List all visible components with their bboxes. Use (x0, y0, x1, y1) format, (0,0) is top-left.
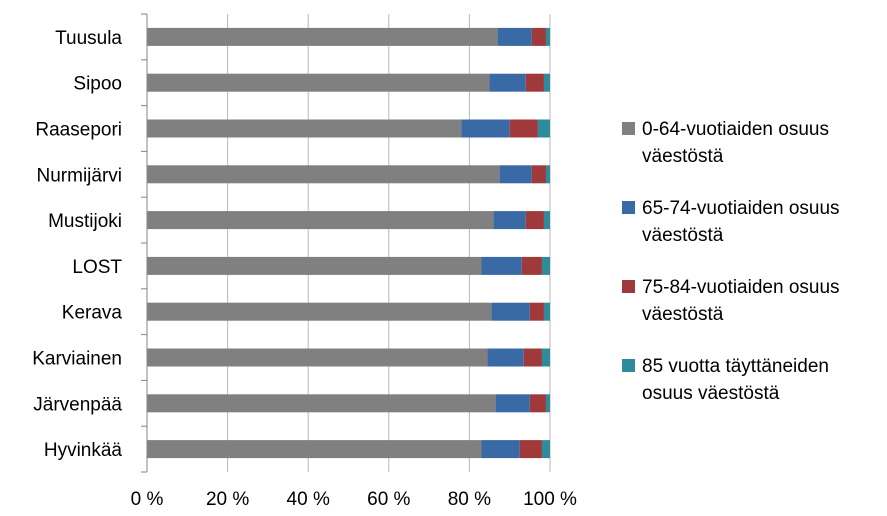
legend: 0-64-vuotiaiden osuus väestöstä 65-74-vuot… (622, 119, 840, 404)
bar-segment-4 (537, 119, 550, 138)
legend-label: 75-84-vuotiaiden osuus väestöstä (642, 277, 840, 325)
bar-segment-2 (493, 211, 526, 230)
axes (141, 13, 148, 473)
bar-segment-3 (525, 73, 544, 92)
x-tick-label: 80 % (448, 489, 491, 510)
bar-segment-1 (147, 348, 488, 367)
bar-segment-3 (529, 394, 546, 413)
legend-swatch (622, 280, 635, 293)
bar-segment-3 (531, 27, 546, 46)
x-tick-label: 60 % (367, 489, 410, 510)
bar-segment-3 (531, 165, 546, 184)
bar-segment-1 (147, 256, 482, 275)
bar-segment-4 (543, 211, 550, 230)
bar-segment-2 (499, 165, 532, 184)
bar-segment-1 (147, 440, 482, 459)
category-label: Mustijoki (48, 211, 122, 232)
bar-segment-2 (495, 394, 530, 413)
category-label: Järvenpää (33, 394, 122, 415)
category-labels: Tuusula Sipoo Raasepori Nurmijärvi Mustijoki… (32, 28, 122, 461)
bar-segment-4 (543, 73, 550, 92)
bar-segment-1 (147, 394, 496, 413)
legend-swatch (622, 359, 635, 372)
category-label: Kerava (62, 303, 123, 324)
bar-segment-2 (491, 302, 530, 321)
bar-segment-2 (461, 119, 510, 138)
bar-segment-3 (525, 211, 544, 230)
category-label: Tuusula (55, 28, 122, 49)
x-tick-label: 100 % (523, 489, 577, 510)
bar-segment-2 (481, 440, 520, 459)
bar-segment-3 (509, 119, 538, 138)
category-label: LOST (72, 257, 122, 278)
bar-segment-4 (541, 440, 550, 459)
bar-segment-4 (541, 348, 550, 367)
legend-label: 65-74-vuotiaiden osuus väestöstä (642, 198, 840, 246)
x-tick-label: 20 % (206, 489, 249, 510)
bar-segment-3 (521, 256, 542, 275)
legend-label: 0-64-vuotiaiden osuus väestöstä (642, 119, 829, 167)
bar-segment-2 (489, 73, 526, 92)
category-label: Sipoo (73, 74, 122, 95)
bar-segment-1 (147, 302, 492, 321)
bar-segment-4 (545, 394, 550, 413)
category-label: Nurmijärvi (37, 165, 123, 186)
x-tick-labels: 0 % 20 % 40 % 60 % 80 % 100 % (131, 489, 577, 510)
category-label: Raasepori (35, 120, 122, 141)
bar-segment-4 (541, 256, 550, 275)
legend-swatch (622, 122, 635, 135)
x-tick-label: 0 % (131, 489, 164, 510)
bar-segment-1 (147, 211, 494, 230)
bars (147, 27, 550, 459)
x-tick-label: 40 % (287, 489, 330, 510)
bar-segment-4 (543, 302, 550, 321)
bar-segment-3 (529, 302, 544, 321)
bar-segment-2 (497, 27, 532, 46)
legend-label: 85 vuotta täyttäneiden osuus väestöstä (642, 356, 829, 404)
bar-segment-4 (545, 165, 550, 184)
bar-segment-1 (147, 165, 500, 184)
bar-segment-3 (523, 348, 542, 367)
bar-segment-3 (519, 440, 542, 459)
category-label: Karviainen (32, 349, 122, 370)
category-label: Hyvinkää (44, 440, 123, 461)
bar-segment-1 (147, 27, 498, 46)
bar-segment-1 (147, 73, 490, 92)
bar-segment-4 (545, 27, 550, 46)
legend-swatch (622, 201, 635, 214)
bar-segment-2 (481, 256, 522, 275)
bar-segment-2 (487, 348, 524, 367)
bar-segment-1 (147, 119, 462, 138)
